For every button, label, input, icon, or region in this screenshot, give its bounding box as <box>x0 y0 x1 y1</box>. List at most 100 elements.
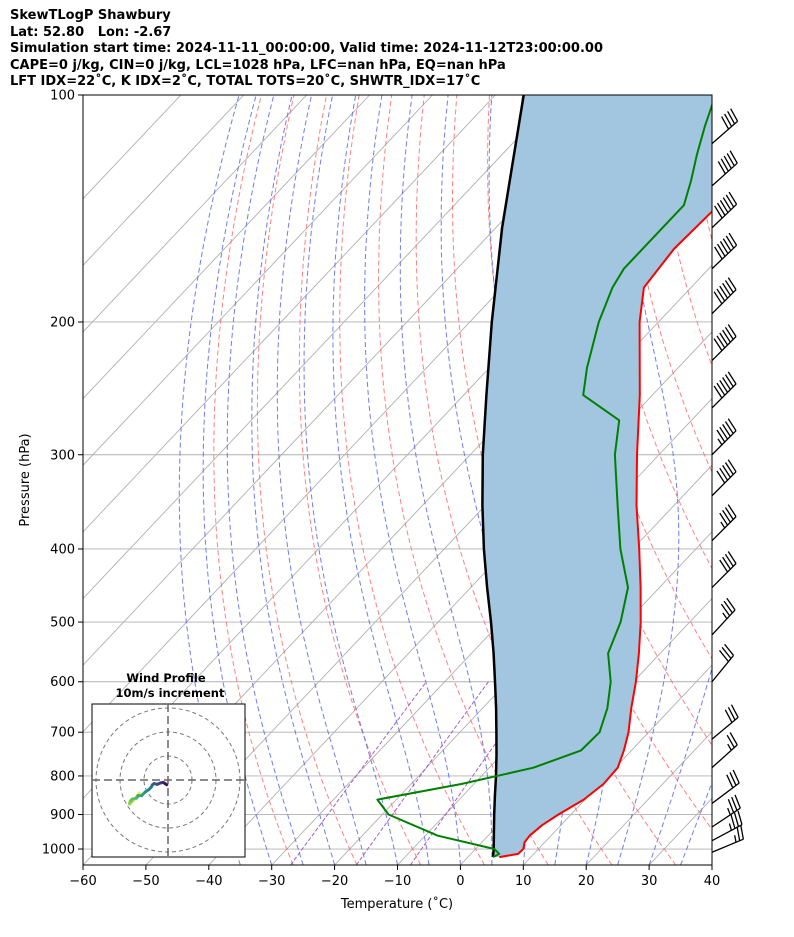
wind-barb <box>711 794 741 828</box>
wind-barb-flag <box>720 158 729 172</box>
wind-barb-flag <box>716 470 726 484</box>
wind-barb-flag <box>726 597 736 611</box>
wind-barb <box>711 191 738 229</box>
x-tick-label: 40 <box>704 874 721 889</box>
dry-adiabat-line <box>586 95 712 570</box>
wind-barb-flag <box>722 197 732 211</box>
wind-barb-flag <box>727 418 737 432</box>
wind-barb <box>711 232 738 270</box>
wind-barb-flag <box>716 382 726 396</box>
wind-barb-flag <box>719 512 729 526</box>
wind-barb-flag <box>714 205 723 219</box>
x-tick-label: −60 <box>69 874 96 889</box>
wind-barb-flag <box>729 772 737 786</box>
wind-barb-flag <box>713 291 723 305</box>
wind-barb-flag <box>727 799 735 813</box>
dry-adiabat-line <box>298 95 422 865</box>
wind-barb-staff <box>711 782 740 804</box>
wind-barb-flag <box>727 324 737 337</box>
moist-adiabat-line <box>440 95 528 865</box>
mixing-ratio-line <box>290 681 427 865</box>
wind-barb-flag <box>740 825 745 840</box>
wind-barb-flag <box>719 241 729 254</box>
y-tick-label: 1000 <box>42 843 75 858</box>
wind-barb-flag <box>724 462 734 475</box>
wind-barb-flag <box>729 150 738 164</box>
wind-barb-flag <box>727 277 737 291</box>
wind-barb-flag <box>734 794 741 809</box>
wind-barb <box>711 418 737 456</box>
wind-barb-flag <box>724 421 734 434</box>
axes: Temperature (˚C) Pressure (hPa) −60 −50 −4… <box>18 89 720 913</box>
wind-barb-flag <box>722 377 731 390</box>
wind-barb-half-flag <box>727 807 731 816</box>
wind-barb-staff <box>711 336 737 362</box>
wind-barb-flag <box>724 643 735 656</box>
isotherm-line <box>83 95 496 533</box>
wind-barb <box>711 704 739 740</box>
wind-barb-staff <box>711 430 737 456</box>
time-line: Simulation start time: 2024-11-11_00:00:… <box>10 41 603 56</box>
mixing-ratio-line <box>355 681 489 865</box>
wind-barb-flag <box>725 235 735 249</box>
wind-barb <box>711 324 737 362</box>
wind-barb-flag <box>716 335 726 349</box>
chart-header: SkewTLogP Shawbury Lat: 52.80 Lon: -2.67… <box>10 8 790 91</box>
x-tick-label: 0 <box>456 874 464 889</box>
wind-barb-flag <box>723 155 732 169</box>
isotherm-line <box>775 95 794 865</box>
wind-barb-flag <box>722 424 731 437</box>
wind-barb-flag <box>722 556 731 570</box>
wind-barb-flag <box>713 338 723 352</box>
dry-adiabat-line <box>256 95 358 865</box>
wind-barb-flag <box>730 108 739 122</box>
wind-barb-staff <box>711 655 735 683</box>
hodograph-subtitle: 10m/s increment <box>116 686 225 700</box>
wind-barb-flag <box>719 559 729 573</box>
dewpoint-line <box>376 102 712 858</box>
isotherm-line <box>522 664 712 865</box>
x-tick-label: −10 <box>384 874 411 889</box>
wind-barb <box>711 150 738 187</box>
wind-barb-flag <box>727 459 737 473</box>
moist-adiabat-line <box>399 95 493 865</box>
wind-barb-flag <box>724 709 733 723</box>
x-tick-label: −20 <box>321 874 348 889</box>
wind-barb-staff <box>711 162 738 187</box>
wind-barb-flag <box>726 734 735 748</box>
wind-barb-flag <box>729 732 738 746</box>
isotherm-line <box>711 864 712 865</box>
wind-barb-flag <box>716 243 726 257</box>
wind-barb-flag <box>723 600 733 614</box>
wind-barb-flag <box>719 332 729 346</box>
wind-barb-flag <box>733 812 740 827</box>
dry-adiabat-line <box>339 95 485 865</box>
dry-adiabat-line <box>451 95 677 865</box>
moist-adiabat-line <box>744 95 794 865</box>
wind-barb-staff <box>711 516 737 542</box>
wind-barb <box>711 732 738 769</box>
wind-barb-flag <box>730 814 736 829</box>
wind-barb-flag <box>719 379 729 393</box>
x-tick-label: 30 <box>641 874 658 889</box>
wind-barb-flag <box>722 509 731 523</box>
isotherm-line <box>585 731 712 865</box>
wind-barb-flag <box>732 769 740 784</box>
wind-barb-half-flag <box>717 438 723 446</box>
dry-adiabat-line <box>521 95 712 747</box>
wind-barb-staff <box>711 563 737 588</box>
wind-barb-staff <box>711 471 737 497</box>
moist-adiabat-line <box>226 95 304 865</box>
wind-barb-flag <box>716 288 726 302</box>
y-tick-label: 800 <box>50 769 75 784</box>
wind-barb <box>711 277 737 315</box>
wind-barb-half-flag <box>727 743 732 751</box>
wind-barb-staff <box>711 716 739 740</box>
wind-barb <box>711 769 740 804</box>
x-axis-label: Temperature (˚C) <box>340 896 453 912</box>
wind-barb <box>711 643 735 683</box>
wind-barb-flag <box>724 113 733 127</box>
isotherm-line <box>83 95 245 266</box>
dry-adiabat-line <box>783 95 794 865</box>
hodograph-inset: Wind Profile 10m/s increment <box>91 671 246 858</box>
